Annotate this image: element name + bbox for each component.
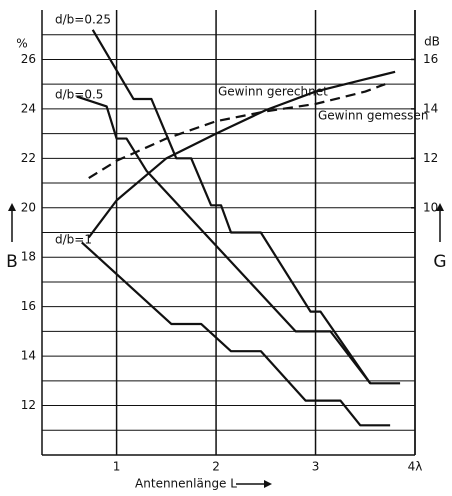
x-tick-label: 2 xyxy=(212,460,220,474)
series-label: Gewinn gerechnet xyxy=(218,85,328,99)
y-tick-label: 14 xyxy=(21,349,36,363)
y-tick-label: 24 xyxy=(21,101,36,115)
series-line xyxy=(87,70,396,239)
y-tick-label: 16 xyxy=(21,299,36,313)
x-tick-label: 1 xyxy=(113,460,121,474)
series-line xyxy=(91,29,401,385)
y2-tick-label: 16 xyxy=(423,52,438,66)
series-label: d/b=0.25 xyxy=(55,13,111,27)
y2-arrow-head xyxy=(436,203,444,211)
y-tick-label: 26 xyxy=(21,52,36,66)
y2-unit: dB xyxy=(424,35,440,49)
y-tick-label: 12 xyxy=(21,398,36,412)
y-tick-label: 20 xyxy=(21,200,36,214)
y2-tick-label: 14 xyxy=(423,101,438,115)
series-line xyxy=(81,241,391,427)
y-tick-label: 22 xyxy=(21,151,36,165)
y2-tick-label: 10 xyxy=(423,200,438,214)
series-line xyxy=(88,83,386,180)
x-tick-label: 4λ xyxy=(408,460,423,474)
series-label: d/b=1 xyxy=(55,233,92,247)
y2-tick-label: 12 xyxy=(423,151,438,165)
y-axis-label: B xyxy=(6,252,18,272)
y-arrow-head xyxy=(8,203,16,211)
series-line xyxy=(76,95,372,384)
x-arrow-head xyxy=(264,480,272,488)
x-axis-label: Antennenlänge L xyxy=(135,477,237,491)
series-label: Gewinn gemessen xyxy=(318,109,428,123)
series-label: d/b=0.5 xyxy=(55,88,103,102)
y-tick-label: 18 xyxy=(21,250,36,264)
y-unit: % xyxy=(16,37,27,51)
y2-axis-label: G xyxy=(433,252,446,272)
x-tick-label: 3 xyxy=(312,460,320,474)
